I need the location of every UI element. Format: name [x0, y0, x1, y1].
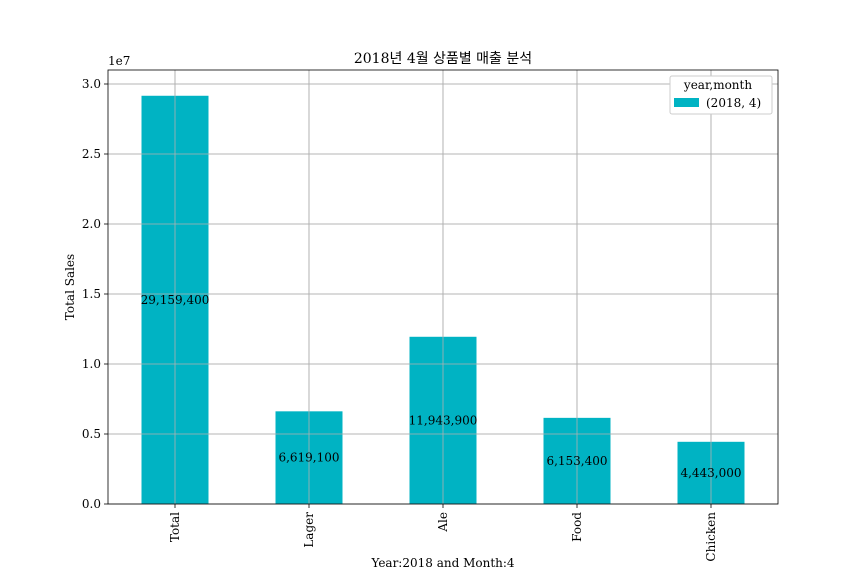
y-tick-label: 2.5: [82, 147, 101, 161]
y-tick-label: 2.0: [82, 217, 101, 231]
legend-title: year,month: [683, 78, 752, 92]
y-tick-label: 0.5: [82, 427, 101, 441]
y-axis-ticks: 0.0 0.5 1.0 1.5 2.0 2.5 3.0: [82, 77, 108, 511]
y-axis-label: Total Sales: [63, 254, 77, 320]
x-axis-label: Year:2018 and Month:4: [370, 556, 514, 570]
x-tick-label: Lager: [302, 512, 316, 548]
data-label: 4,443,000: [680, 466, 741, 480]
legend-swatch: [674, 98, 699, 107]
x-tick-label: Food: [570, 512, 584, 542]
data-label: 11,943,900: [409, 413, 478, 427]
y-tick-label: 0.0: [82, 497, 101, 511]
x-tick-label: Ale: [436, 512, 450, 533]
data-label: 6,153,400: [546, 454, 607, 468]
y-tick-label: 1.0: [82, 357, 101, 371]
data-labels: 29,159,400 6,619,100 11,943,900 6,153,400 4,…: [141, 293, 742, 480]
x-tick-label: Chicken: [704, 512, 718, 562]
y-tick-label: 1.5: [82, 287, 101, 301]
chart-title: 2018년 4월 상품별 매출 분석: [354, 51, 532, 67]
y-axis-offset-text: 1e7: [108, 54, 130, 68]
legend-entry-label: (2018, 4): [706, 96, 761, 110]
y-tick-label: 3.0: [82, 77, 101, 91]
grid-lines-overlay: [108, 70, 778, 505]
legend: year,month (2018, 4): [669, 75, 773, 115]
data-label: 29,159,400: [141, 293, 210, 307]
data-label: 6,619,100: [278, 451, 339, 465]
x-tick-label: Total: [168, 512, 182, 542]
x-axis-ticks: Total Lager Ale Food Chicken: [168, 504, 718, 562]
